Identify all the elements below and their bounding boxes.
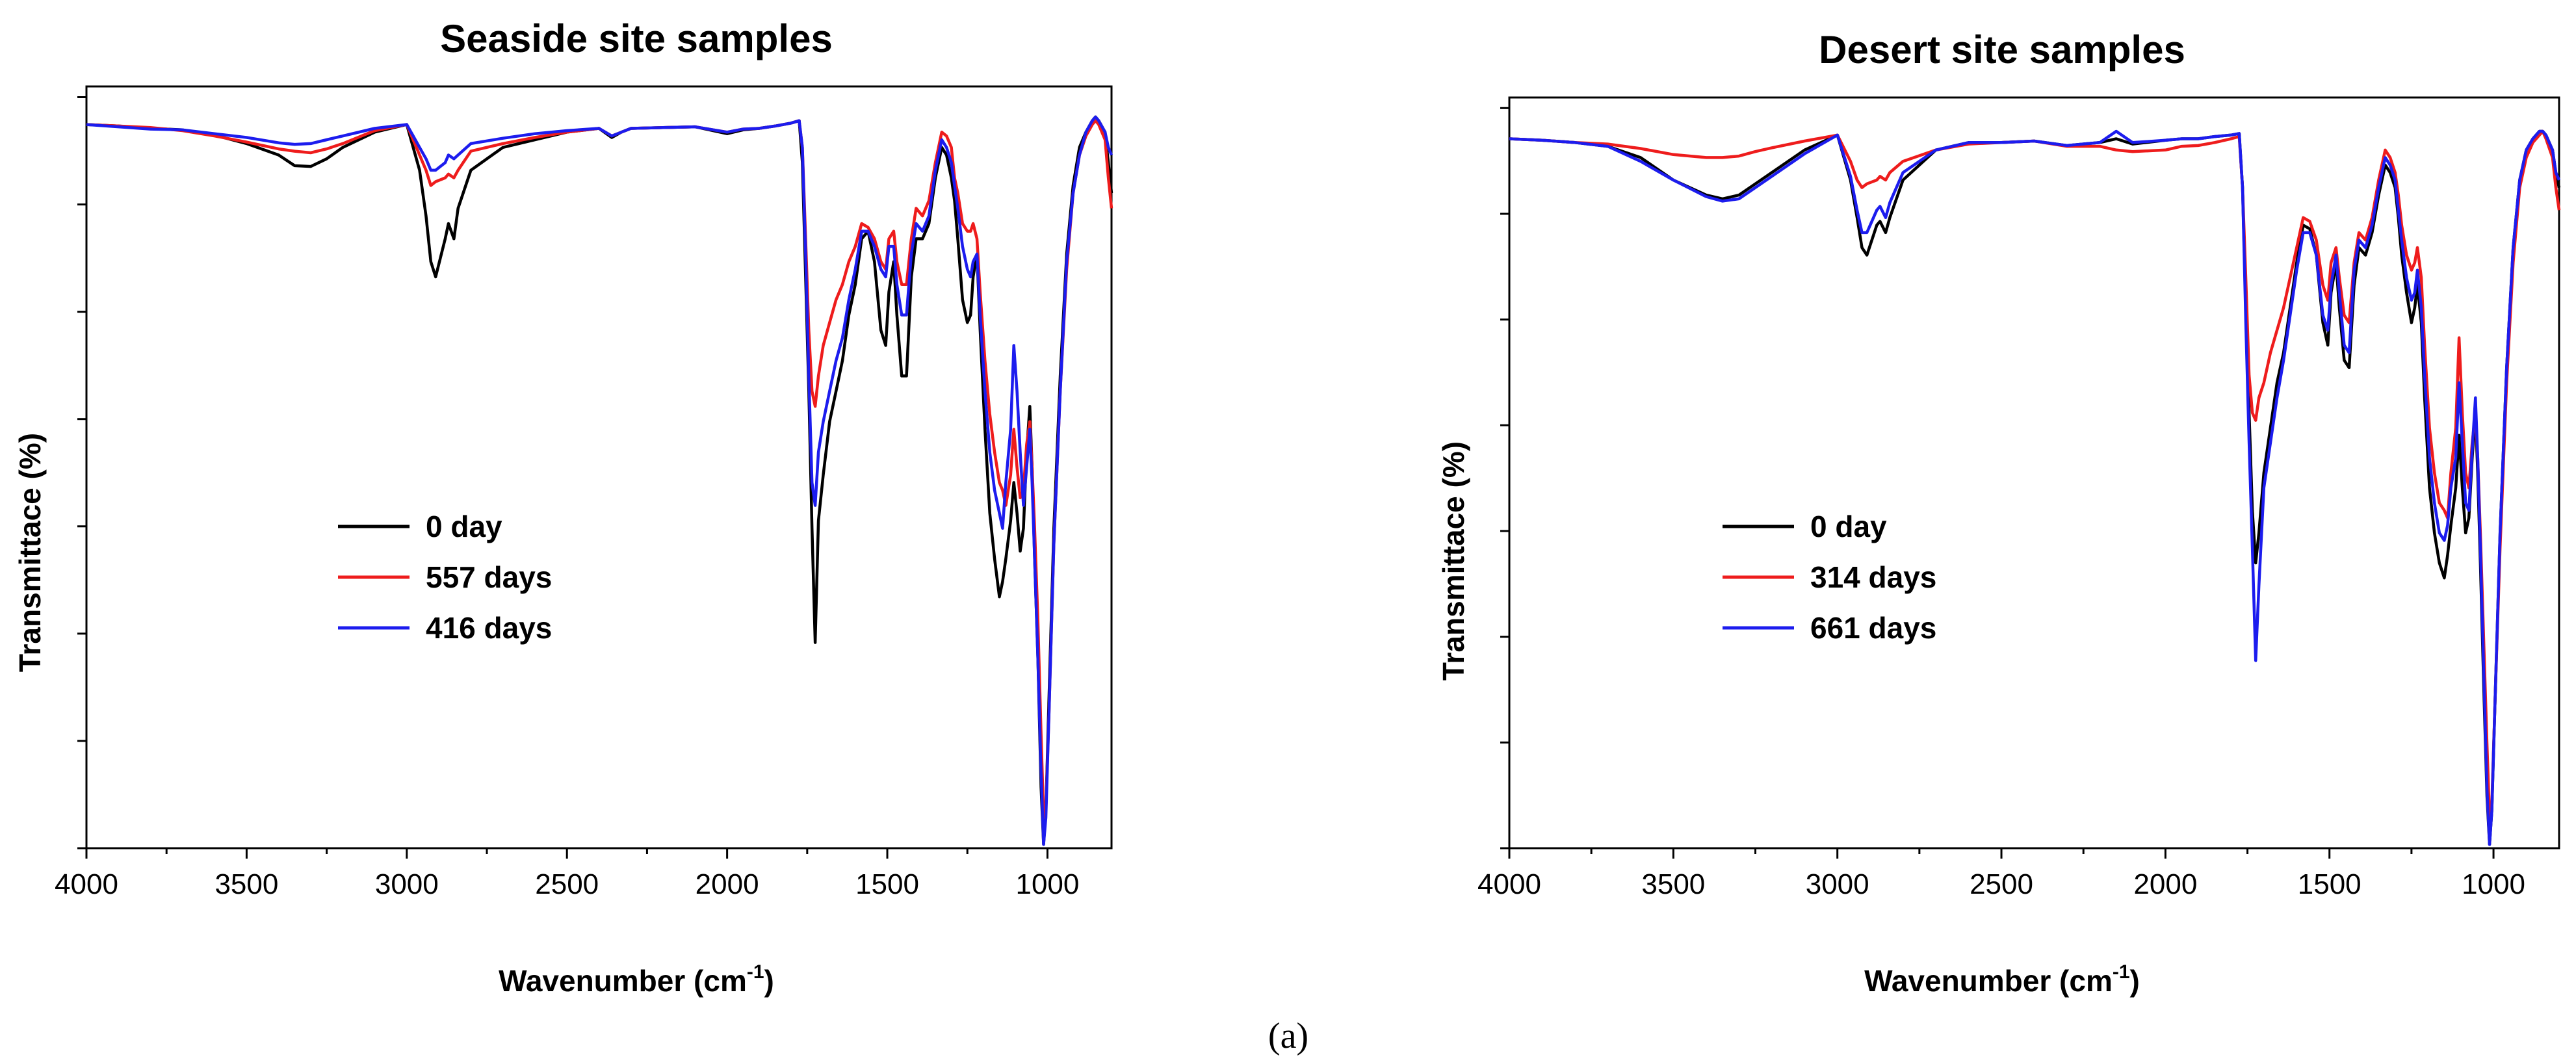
x-axis-label-close: ) xyxy=(764,964,774,998)
plot-frame xyxy=(85,85,1113,850)
x-tick-label: 1000 xyxy=(1015,868,1079,900)
x-axis-label-sup: -1 xyxy=(747,961,764,983)
figure-caption: (a) xyxy=(1268,1016,1308,1056)
x-tick-label: 2500 xyxy=(535,868,599,900)
series-line-661-days xyxy=(1509,129,2561,846)
axes-frame: 4000 3500 3000 2500 2000 1500 1000 xyxy=(1477,96,2560,900)
x-axis-label-sup: -1 xyxy=(2113,961,2130,983)
legend-label: 314 days xyxy=(1810,560,1936,594)
x-tick-label: 4000 xyxy=(55,868,118,900)
legend-label: 557 days xyxy=(426,560,552,594)
x-tick-label: 3500 xyxy=(1641,868,1705,900)
y-axis-label: Transmittace (%) xyxy=(13,433,47,672)
legend-label: 661 days xyxy=(1810,611,1936,645)
y-axis-label: Transmittace (%) xyxy=(1437,441,1470,681)
legend-label: 0 day xyxy=(426,510,502,543)
x-tick-label: 3000 xyxy=(375,868,439,900)
legend-label: 0 day xyxy=(1810,510,1887,543)
x-tick-label: 1500 xyxy=(2298,868,2361,900)
legend-label: 416 days xyxy=(426,611,552,645)
x-tick-label: 1000 xyxy=(2462,868,2525,900)
legend: 0 day 314 days 661 days xyxy=(1723,510,1936,645)
plot-frame xyxy=(1508,96,2560,850)
series-lines xyxy=(1509,129,2561,846)
legend: 0 day 557 days 416 days xyxy=(338,510,552,645)
chart-seaside: Seaside site samples Transmittace (%) Wa… xyxy=(13,17,1113,998)
x-axis-label-main: Wavenumber (cm xyxy=(499,964,747,998)
series-line-0-day xyxy=(86,115,1113,846)
x-tick-label: 2000 xyxy=(696,868,759,900)
chart-desert: Desert site samples Transmittace (%) Wav… xyxy=(1437,28,2561,998)
x-tick-label: 1500 xyxy=(855,868,919,900)
x-tick-label: 3500 xyxy=(215,868,278,900)
x-tick-label: 2500 xyxy=(1970,868,2033,900)
x-tick-label: 2000 xyxy=(2133,868,2197,900)
x-axis-label-main: Wavenumber (cm xyxy=(1864,964,2113,998)
series-line-416-days xyxy=(86,115,1113,846)
axes-frame: 4000 3500 3000 2500 2000 1500 1000 xyxy=(55,85,1113,900)
series-lines xyxy=(86,115,1113,846)
x-tick-label: 4000 xyxy=(1477,868,1541,900)
x-axis-label: Wavenumber (cm-1) xyxy=(499,961,774,998)
x-axis-label-close: ) xyxy=(2130,964,2140,998)
chart-title: Seaside site samples xyxy=(440,17,833,60)
chart-title: Desert site samples xyxy=(1819,28,2185,71)
x-axis-label: Wavenumber (cm-1) xyxy=(1864,961,2140,998)
x-tick-label: 3000 xyxy=(1806,868,1869,900)
